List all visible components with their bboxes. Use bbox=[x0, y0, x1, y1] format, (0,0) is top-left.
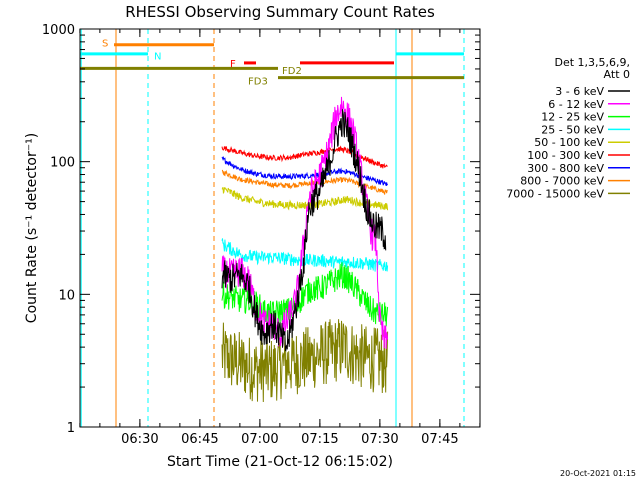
chart-title: RHESSI Observing Summary Count Rates bbox=[125, 3, 435, 21]
legend-entry-label: 3 - 6 keV bbox=[555, 85, 604, 98]
x-tick-label: 07:45 bbox=[421, 432, 458, 447]
legend-entry-label: 7000 - 15000 keV bbox=[506, 187, 604, 200]
footer-date: 20-Oct-2021 01:15 bbox=[560, 469, 636, 478]
y-tick-label: 1000 bbox=[42, 23, 75, 38]
y-axis-label: Count Rate (s⁻¹ detector⁻¹) bbox=[24, 133, 40, 323]
flag-label: S bbox=[102, 39, 108, 50]
x-tick-label: 07:30 bbox=[361, 432, 398, 447]
x-axis-label: Start Time (21-Oct-12 06:15:02) bbox=[167, 454, 393, 470]
series-line bbox=[221, 238, 389, 272]
legend-entry-label: 6 - 12 keV bbox=[548, 98, 604, 111]
flag-label: F bbox=[230, 59, 236, 70]
legend-entry-label: 12 - 25 keV bbox=[541, 111, 604, 124]
legend-entry-label: 25 - 50 keV bbox=[541, 123, 604, 136]
y-tick-label: 1 bbox=[67, 421, 75, 436]
legend-title: Det 1,3,5,6,9, bbox=[554, 56, 630, 69]
series-line bbox=[221, 262, 389, 327]
legend-entry-label: 50 - 100 keV bbox=[534, 136, 604, 149]
y-tick-label: 10 bbox=[58, 288, 75, 303]
legend-title: Att 0 bbox=[604, 68, 630, 81]
series-line bbox=[221, 109, 387, 352]
y-tick-label: 100 bbox=[50, 156, 75, 171]
x-tick-label: 06:45 bbox=[181, 432, 218, 447]
x-tick-label: 07:00 bbox=[241, 432, 278, 447]
flag-label: N bbox=[154, 52, 161, 63]
legend-entry-label: 800 - 7000 keV bbox=[520, 175, 604, 188]
series-line bbox=[221, 319, 389, 403]
legend-entry-label: 300 - 800 keV bbox=[527, 162, 604, 175]
flag-label: FD3 bbox=[248, 76, 268, 87]
x-tick-label: 06:30 bbox=[121, 432, 158, 447]
x-tick-label: 07:15 bbox=[301, 432, 338, 447]
flag-label: FD2 bbox=[282, 66, 302, 77]
legend-entry-label: 100 - 300 keV bbox=[527, 149, 604, 162]
series-line bbox=[221, 186, 389, 211]
